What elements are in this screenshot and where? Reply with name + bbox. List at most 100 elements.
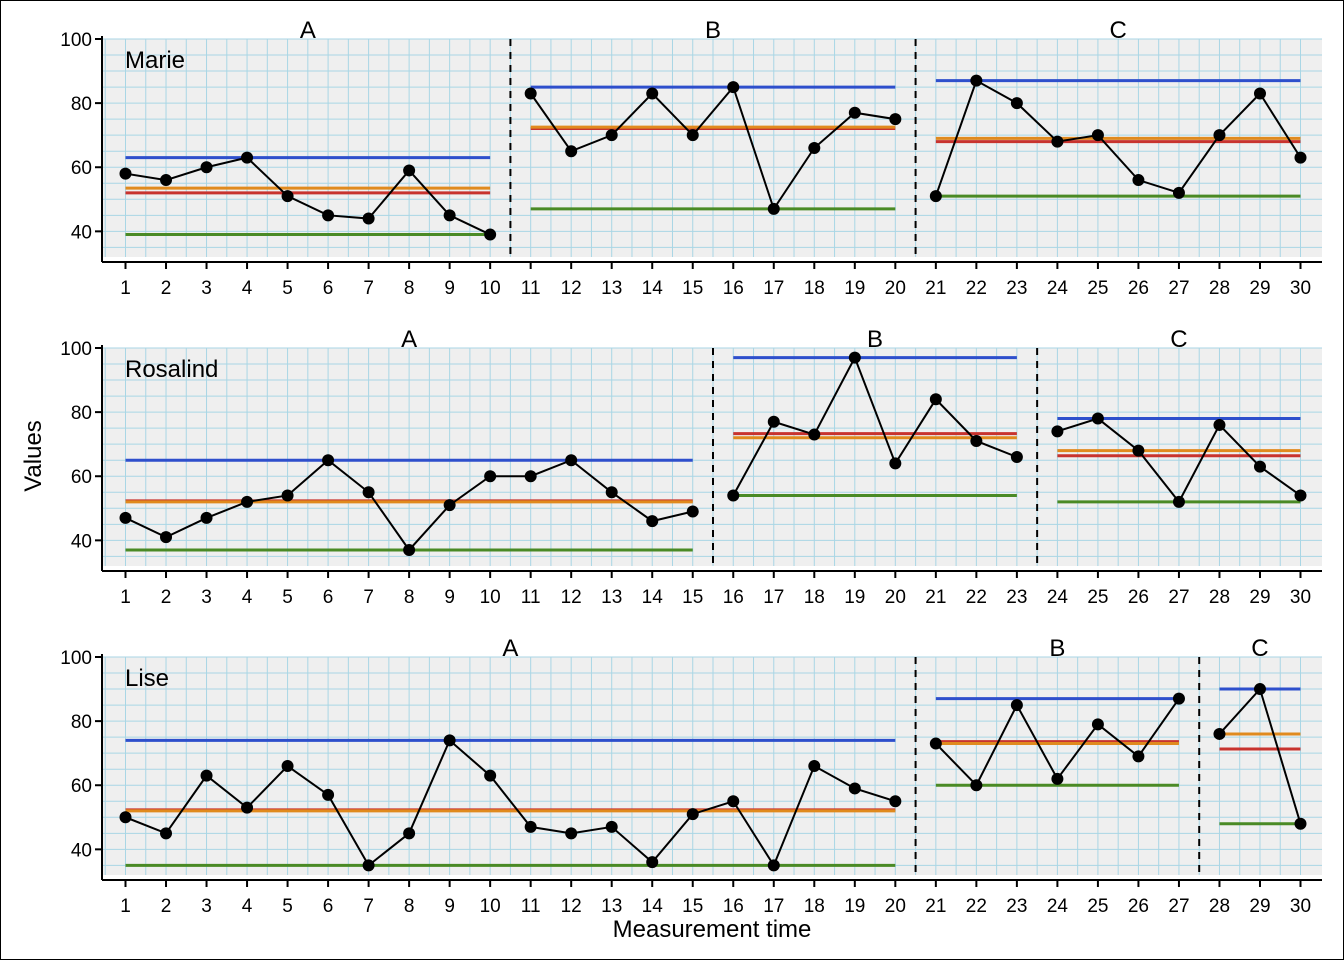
- data-point: [524, 470, 537, 483]
- data-point: [524, 87, 537, 100]
- data-point: [1213, 418, 1226, 431]
- data-point: [808, 428, 821, 441]
- data-point: [565, 454, 578, 467]
- data-series-line: [934, 79, 1302, 197]
- data-point: [929, 737, 942, 750]
- data-point: [1213, 129, 1226, 142]
- x-tick-label: 16: [723, 587, 744, 608]
- data-point: [484, 228, 497, 241]
- phase-label: B: [705, 17, 721, 44]
- y-tick-label: 60: [71, 467, 92, 488]
- x-tick-label: 20: [885, 278, 906, 299]
- y-tick-label: 40: [71, 531, 92, 552]
- data-point: [1051, 772, 1064, 785]
- data-point: [605, 486, 618, 499]
- data-point: [443, 499, 456, 512]
- y-tick-label: 100: [60, 648, 92, 669]
- x-tick-label: 8: [404, 278, 415, 299]
- data-point: [1253, 460, 1266, 473]
- x-tick-label: 24: [1047, 278, 1069, 299]
- y-tick-label: 40: [71, 840, 92, 861]
- x-tick-label: 4: [242, 896, 253, 917]
- data-point: [1010, 699, 1023, 712]
- x-tick-label: 6: [323, 896, 334, 917]
- data-point: [241, 801, 254, 814]
- data-point: [200, 161, 213, 174]
- phase-label: C: [1110, 17, 1127, 44]
- x-tick-label: 7: [363, 587, 374, 608]
- data-point: [1091, 129, 1104, 142]
- x-tick-label: 30: [1290, 587, 1311, 608]
- x-tick-label: 6: [323, 587, 334, 608]
- x-tick-label: 18: [804, 278, 825, 299]
- x-tick-label: 30: [1290, 896, 1311, 917]
- y-tick-label: 60: [71, 158, 92, 179]
- data-point: [281, 760, 294, 772]
- case-name: Marie: [125, 47, 185, 74]
- data-point: [484, 769, 497, 782]
- x-tick-label: 28: [1209, 896, 1230, 917]
- x-tick-label: 10: [480, 587, 501, 608]
- x-tick-label: 13: [601, 587, 622, 608]
- data-point: [929, 393, 942, 406]
- x-tick-label: 9: [444, 896, 455, 917]
- data-point: [241, 495, 254, 508]
- data-point: [1172, 186, 1185, 199]
- x-tick-label: 29: [1249, 278, 1270, 299]
- x-tick-label: 16: [723, 278, 744, 299]
- x-tick-label: 12: [561, 587, 582, 608]
- phase-label: A: [502, 635, 518, 662]
- data-point: [1132, 174, 1145, 187]
- data-point: [1132, 750, 1145, 763]
- data-point: [970, 779, 983, 792]
- x-tick-label: 10: [480, 278, 501, 299]
- x-tick-label: 23: [1006, 278, 1027, 299]
- data-point: [646, 515, 659, 528]
- phase-label: C: [1170, 326, 1187, 353]
- data-point: [119, 811, 132, 824]
- data-point: [605, 820, 618, 833]
- data-point: [808, 760, 821, 772]
- x-tick-label: 25: [1087, 896, 1108, 917]
- data-point: [1091, 718, 1104, 731]
- data-point: [200, 511, 213, 524]
- x-tick-label: 25: [1087, 587, 1108, 608]
- x-tick-label: 4: [242, 587, 253, 608]
- x-tick-label: 27: [1168, 278, 1189, 299]
- data-point: [1294, 151, 1307, 164]
- x-tick-label: 11: [521, 896, 541, 917]
- phase-label: A: [300, 17, 316, 44]
- x-tick-label: 9: [444, 278, 455, 299]
- data-point: [322, 788, 335, 801]
- data-point: [848, 782, 861, 795]
- data-point: [160, 531, 173, 544]
- x-tick-label: 2: [161, 896, 172, 917]
- x-tick-label: 8: [404, 896, 415, 917]
- data-point: [686, 129, 699, 142]
- x-tick-label: 3: [201, 587, 212, 608]
- data-point: [362, 212, 375, 225]
- x-tick-label: 24: [1047, 587, 1069, 608]
- data-point: [119, 167, 132, 180]
- x-tick-label: 15: [682, 587, 703, 608]
- x-tick-label: 14: [642, 896, 664, 917]
- data-point: [1253, 87, 1266, 100]
- data-point: [484, 470, 497, 483]
- x-tick-label: 2: [161, 278, 172, 299]
- x-tick-label: 17: [763, 896, 784, 917]
- y-tick-label: 40: [71, 222, 92, 243]
- data-point: [889, 795, 902, 808]
- x-tick-label: 15: [682, 896, 703, 917]
- x-tick-label: 20: [885, 587, 906, 608]
- data-point: [1253, 683, 1266, 696]
- x-tick-label: 20: [885, 896, 906, 917]
- x-tick-label: 5: [282, 587, 293, 608]
- phase-label: B: [867, 326, 883, 353]
- y-axis-label: Values: [20, 420, 47, 492]
- data-point: [727, 489, 740, 502]
- data-point: [443, 734, 456, 747]
- data-point: [565, 145, 578, 158]
- data-point: [281, 489, 294, 502]
